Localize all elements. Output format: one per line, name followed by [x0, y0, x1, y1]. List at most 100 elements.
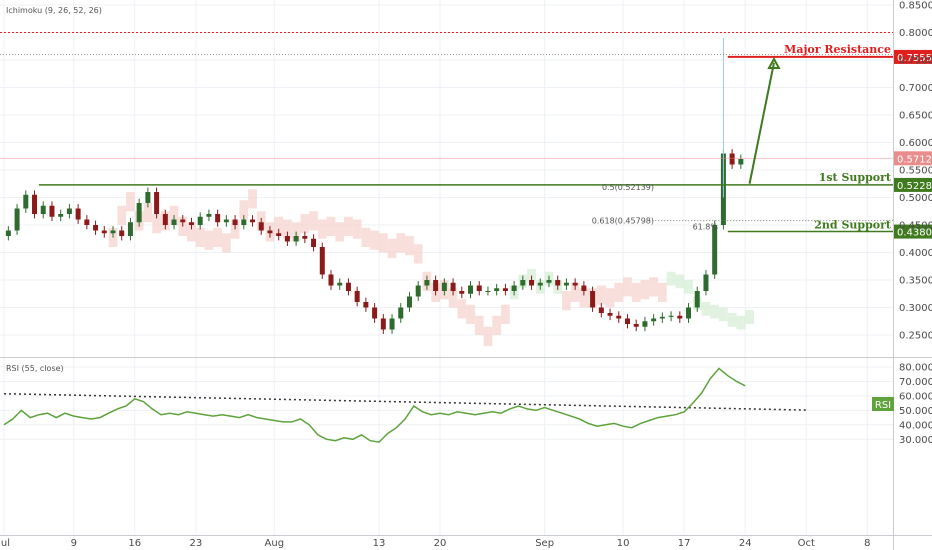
candle-body: [127, 222, 133, 236]
candle-body: [380, 318, 386, 330]
current-price-tag-text: 0.57124: [897, 154, 932, 165]
time-tick-label: 9: [71, 538, 77, 549]
candle-body: [555, 280, 561, 286]
ichimoku-cloud-segment: [675, 274, 685, 289]
major-resistance-tag-text: 0.75558: [897, 53, 932, 64]
time-tick-label: 10: [617, 538, 630, 549]
ichimoku-cloud-segment: [378, 233, 388, 253]
ichimoku-cloud-segment: [413, 244, 423, 264]
ichimoku-cloud-segment: [719, 307, 728, 322]
candle-body: [529, 280, 535, 286]
fib-618-label: 0.618(0.45798): [592, 217, 654, 226]
candle-body: [668, 315, 674, 317]
ichimoku-cloud-segment: [666, 271, 676, 286]
time-tick-label: 24: [739, 538, 752, 549]
candle-body: [729, 153, 735, 165]
ichimoku-cloud-segment: [283, 219, 292, 239]
candle-body: [494, 288, 500, 291]
time-tick-label: 13: [373, 538, 386, 549]
candle-body: [415, 285, 421, 297]
support-2-tag-box: [894, 224, 932, 239]
candle-body: [363, 302, 369, 308]
candle-body: [171, 219, 177, 225]
candle-body: [546, 280, 552, 283]
rsi-tag-box: [872, 397, 894, 411]
candle-body: [642, 321, 648, 327]
candle-body: [389, 318, 395, 330]
candle-body: [598, 307, 604, 313]
ichimoku-cloud-segment: [204, 230, 214, 250]
candle-body: [354, 291, 360, 302]
ichimoku-cloud-segment: [658, 282, 667, 302]
candle-body: [276, 233, 282, 236]
candle-body: [659, 316, 665, 319]
rsi-line: [3, 367, 746, 443]
grid: [0, 0, 893, 535]
time-tick-label: 23: [189, 538, 202, 549]
candle-body: [624, 318, 630, 324]
time-tick-label: 17: [678, 538, 691, 549]
ichimoku-cloud-segment: [309, 211, 318, 231]
ichimoku-cloud: [108, 189, 754, 346]
candle-body: [450, 282, 456, 291]
ichimoku-cloud-segment: [614, 282, 624, 302]
candle-body: [49, 205, 55, 217]
candle-body: [616, 315, 622, 319]
rsi-tag-text: RSI: [875, 400, 891, 411]
ichimoku-cloud-segment: [631, 282, 641, 302]
candle-body: [75, 208, 81, 220]
candle-body: [406, 296, 412, 308]
ichimoku-cloud-segment: [483, 326, 493, 346]
candle-body: [633, 324, 639, 327]
ichimoku-cloud-segment: [736, 315, 746, 330]
ichimoku-cloud-segment: [326, 216, 336, 236]
candle-body: [651, 318, 657, 322]
candle-body: [188, 222, 194, 225]
ichimoku-cloud-segment: [570, 282, 580, 302]
ichimoku-cloud-segment: [396, 233, 406, 253]
ichimoku-cloud-segment: [239, 200, 249, 220]
time-tick-label: Sep: [535, 538, 554, 549]
candle-body: [84, 219, 90, 225]
ichimoku-cloud-segment: [344, 216, 353, 236]
ichimoku-cloud-segment: [596, 285, 606, 305]
ichimoku-cloud-segment: [649, 277, 658, 297]
levels: Major Resistance 1st Support 2nd Support 0.…: [0, 32, 932, 239]
ichimoku-cloud-segment: [370, 230, 379, 250]
time-tick-label: 16: [128, 538, 141, 549]
time-tick-label: Aug: [265, 538, 285, 549]
candle-body: [119, 230, 125, 236]
candle-body: [23, 194, 29, 209]
candle-body: [424, 280, 430, 286]
ichimoku-cloud-segment: [274, 216, 284, 236]
support-2-label: 2nd Support: [814, 219, 892, 232]
candle-body: [398, 307, 404, 319]
candle-body: [241, 219, 247, 225]
candle-body: [232, 219, 238, 225]
ichimoku-cloud-segment: [474, 315, 484, 335]
ichimoku-cloud-segment: [361, 227, 371, 247]
ichimoku-cloud-segment: [605, 288, 615, 308]
time-tick-label: Oct: [798, 538, 815, 549]
candle-body: [145, 192, 151, 203]
fib-50-label: 0.5(0.52139): [602, 183, 654, 192]
candle-body: [162, 214, 168, 225]
candle-body: [590, 291, 596, 308]
rsi-pane-indicator-label[interactable]: RSI (55, close): [6, 364, 64, 373]
support-1-label: 1st Support: [819, 171, 892, 184]
candle-body: [372, 307, 378, 319]
price-pane-indicator-label[interactable]: Ichimoku (9, 26, 52, 26): [6, 6, 102, 15]
candle-body: [738, 159, 744, 165]
ichimoku-cloud-segment: [187, 222, 196, 242]
